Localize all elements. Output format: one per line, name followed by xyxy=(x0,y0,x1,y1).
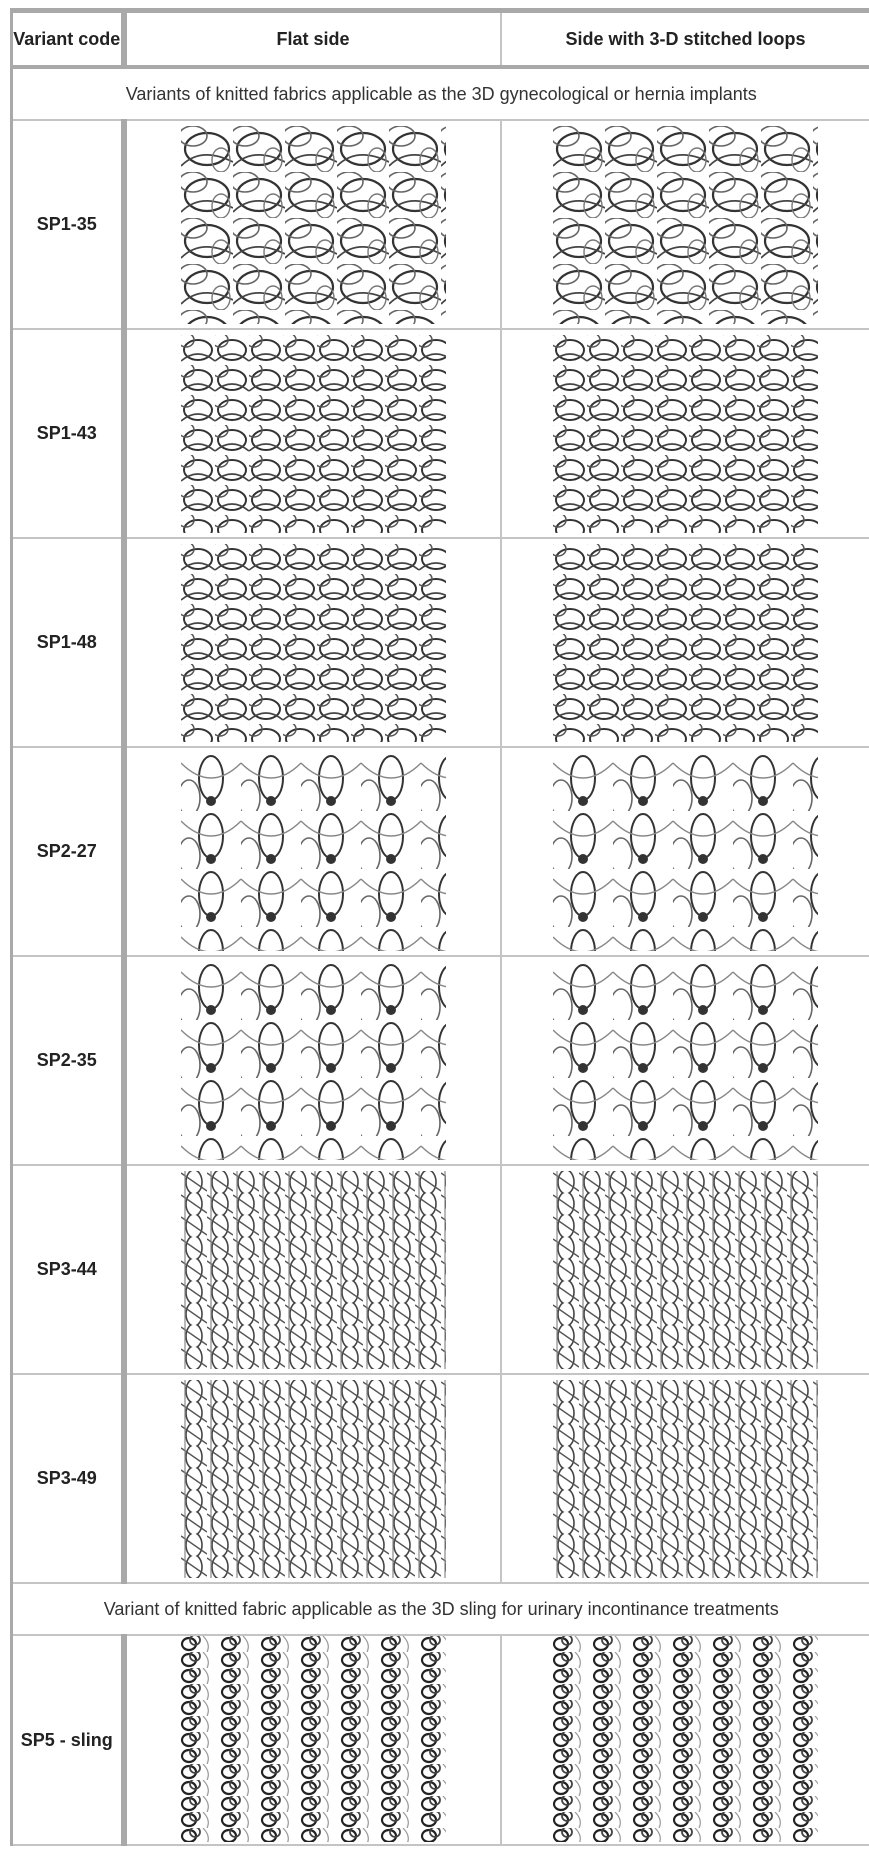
flat-side-cell xyxy=(124,329,501,538)
fabric-texture xyxy=(553,126,818,324)
fabric-photo xyxy=(553,126,818,324)
fabric-photo xyxy=(181,1636,446,1842)
fabric-photo xyxy=(553,753,818,951)
variant-row: SP2-35 xyxy=(12,956,869,1165)
loops-side-cell xyxy=(501,1374,869,1583)
variant-code: SP1-43 xyxy=(12,329,124,538)
section-row: Variant of knitted fabric applicable as … xyxy=(12,1583,869,1635)
variant-row: SP1-43 xyxy=(12,329,869,538)
fabric-photo xyxy=(553,962,818,1160)
fabric-texture xyxy=(553,544,818,742)
variant-code: SP5 - sling xyxy=(12,1635,124,1845)
section-title: Variant of knitted fabric applicable as … xyxy=(12,1583,869,1635)
header-cell: Variant code xyxy=(12,11,124,68)
variant-code: SP1-48 xyxy=(12,538,124,747)
variant-row: SP3-49 xyxy=(12,1374,869,1583)
fabric-texture xyxy=(181,544,446,742)
fabric-texture xyxy=(181,1171,446,1369)
flat-side-cell xyxy=(124,956,501,1165)
fabric-photo xyxy=(181,335,446,533)
fabric-photo xyxy=(553,1636,818,1842)
flat-side-cell xyxy=(124,1374,501,1583)
fabric-texture xyxy=(553,1171,818,1369)
variant-code: SP1-35 xyxy=(12,120,124,329)
fabric-photo xyxy=(181,1380,446,1578)
fabric-texture xyxy=(181,126,446,324)
fabric-texture xyxy=(553,962,818,1160)
loops-side-cell xyxy=(501,747,869,956)
flat-side-cell xyxy=(124,120,501,329)
section-title: Variants of knitted fabrics applicable a… xyxy=(12,67,869,120)
loops-side-cell xyxy=(501,956,869,1165)
loops-side-cell xyxy=(501,329,869,538)
header-cell: Side with 3-D stitched loops xyxy=(501,11,869,68)
loops-side-cell xyxy=(501,1635,869,1845)
loops-side-cell xyxy=(501,538,869,747)
fabric-texture xyxy=(181,753,446,951)
fabric-photo xyxy=(553,335,818,533)
fabric-photo xyxy=(553,1380,818,1578)
fabric-photo xyxy=(553,544,818,742)
variant-row: SP3-44 xyxy=(12,1165,869,1374)
variant-row: SP5 - sling xyxy=(12,1635,869,1845)
section-row: Variants of knitted fabrics applicable a… xyxy=(12,67,869,120)
fabric-photo xyxy=(181,126,446,324)
fabric-texture xyxy=(181,962,446,1160)
loops-side-cell xyxy=(501,120,869,329)
variant-code: SP2-27 xyxy=(12,747,124,956)
fabric-texture xyxy=(553,753,818,951)
fabric-photo xyxy=(181,1171,446,1369)
fabric-photo xyxy=(553,1171,818,1369)
fabric-texture xyxy=(181,1636,446,1842)
flat-side-cell xyxy=(124,1165,501,1374)
variant-row: SP1-48 xyxy=(12,538,869,747)
fabric-texture xyxy=(181,1380,446,1578)
variant-row: SP1-35 xyxy=(12,120,869,329)
variant-code: SP3-44 xyxy=(12,1165,124,1374)
variant-code: SP3-49 xyxy=(12,1374,124,1583)
fabric-photo xyxy=(181,753,446,951)
loops-side-cell xyxy=(501,1165,869,1374)
fabric-texture xyxy=(553,1380,818,1578)
fabric-texture xyxy=(553,1636,818,1842)
page: Variant codeFlat sideSide with 3-D stitc… xyxy=(0,0,869,1854)
header-cell: Flat side xyxy=(124,11,501,68)
fabric-texture xyxy=(553,335,818,533)
variant-row: SP2-27 xyxy=(12,747,869,956)
fabric-texture xyxy=(181,335,446,533)
variant-code: SP2-35 xyxy=(12,956,124,1165)
fabric-photo xyxy=(181,544,446,742)
fabric-photo xyxy=(181,962,446,1160)
flat-side-cell xyxy=(124,1635,501,1845)
flat-side-cell xyxy=(124,538,501,747)
flat-side-cell xyxy=(124,747,501,956)
